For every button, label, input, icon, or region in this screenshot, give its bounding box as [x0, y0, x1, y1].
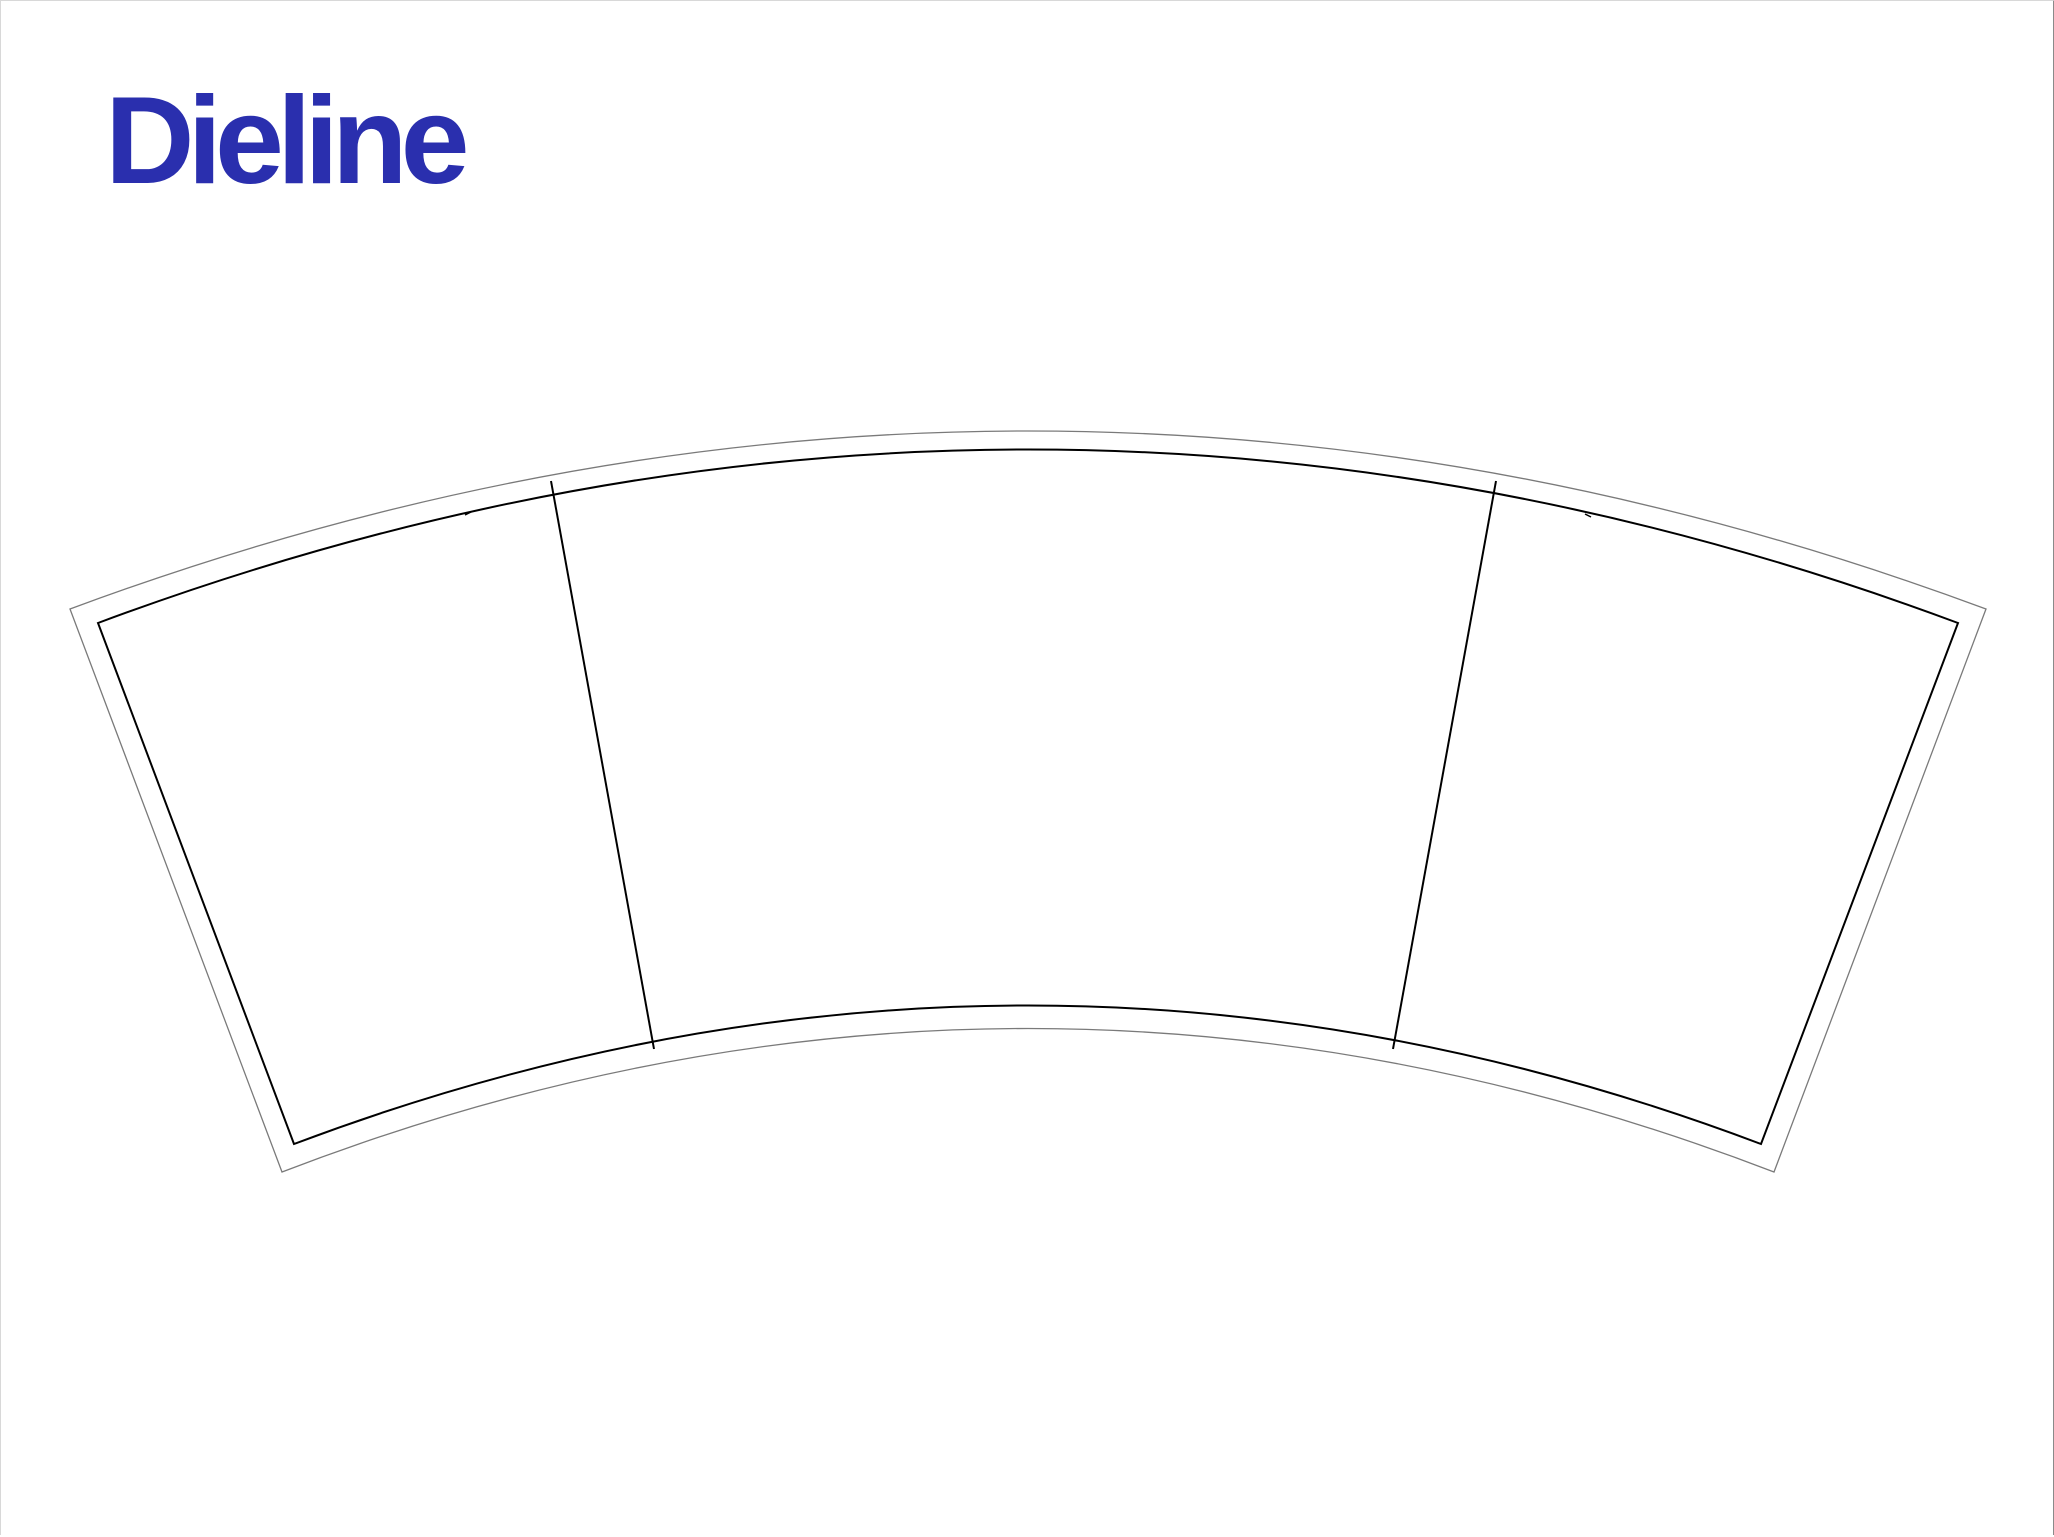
brand-title: Dieline: [105, 72, 470, 210]
bleed-outline: [69, 430, 1987, 1173]
fold-line-right: [1392, 480, 1497, 1050]
fold-line-left: [550, 480, 655, 1050]
tick-mark-left: [464, 511, 472, 516]
cut-outline: [96, 448, 1960, 1146]
tick-mark-right: [1584, 513, 1592, 518]
